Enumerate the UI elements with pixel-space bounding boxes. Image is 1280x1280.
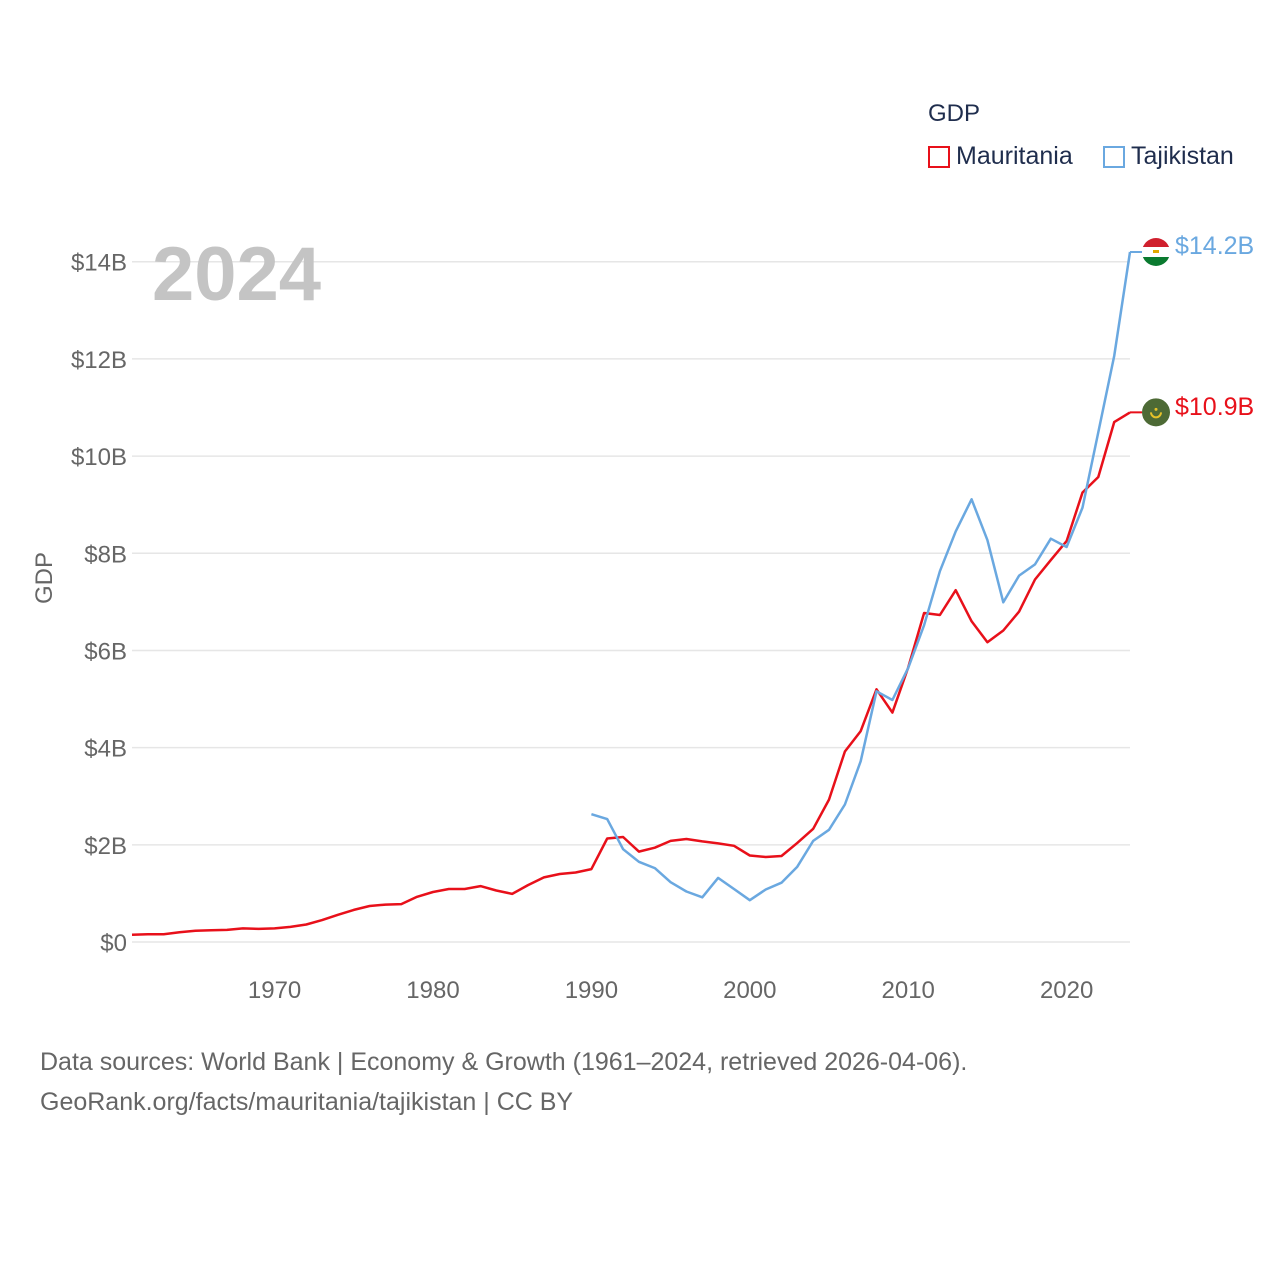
flag-tajikistan-icon (1142, 238, 1170, 266)
legend-item-mauritania[interactable]: Mauritania (928, 142, 1073, 171)
legend-swatch-tajikistan (1103, 145, 1125, 168)
legend-label-tajikistan: Tajikistan (1131, 142, 1234, 170)
footer-url[interactable]: GeoRank.org/facts/mauritania/tajikistan … (40, 1088, 574, 1116)
flag-star-icon (1154, 407, 1158, 411)
end-flags (1130, 238, 1170, 427)
y-tick-label: $8B (84, 541, 127, 568)
flag-mauritania-icon (1142, 398, 1170, 427)
legend-label-mauritania: Mauritania (956, 142, 1073, 170)
x-tick-label: 1990 (565, 977, 618, 1004)
legend-swatch-mauritania (928, 145, 950, 168)
series-line-tajikistan (591, 251, 1132, 902)
y-axis-ticks: $0 $2B $4B $6B $8B $10B $12B $14B (71, 250, 127, 957)
y-tick-label: $14B (71, 250, 127, 277)
year-overlay: 2024 (152, 232, 321, 317)
y-tick-label: $6B (84, 638, 127, 665)
y-axis-label: GDP (31, 552, 58, 604)
legend-item-tajikistan[interactable]: Tajikistan (1103, 142, 1234, 171)
footer-sources: Data sources: World Bank | Economy & Gro… (40, 1048, 968, 1076)
y-tick-label: $2B (84, 833, 127, 860)
y-tick-label: $0 (100, 930, 127, 957)
x-tick-label: 2010 (882, 977, 935, 1004)
x-tick-label: 2000 (723, 977, 776, 1004)
end-label-mauritania: $10.9B (1175, 393, 1255, 421)
legend-title: GDP (928, 100, 981, 127)
end-label-tajikistan: $14.2B (1175, 232, 1255, 260)
series-lines (131, 251, 1132, 936)
y-tick-label: $10B (71, 444, 127, 471)
gridlines (132, 260, 1130, 943)
footer: Data sources: World Bank | Economy & Gro… (40, 1042, 967, 1122)
x-tick-label: 1970 (248, 977, 301, 1004)
series-line-mauritania (131, 411, 1131, 936)
y-tick-label: $4B (84, 736, 127, 763)
flag-crescent-icon (1150, 412, 1162, 419)
x-tick-label: 2020 (1040, 977, 1093, 1004)
x-tick-label: 1980 (406, 977, 459, 1004)
y-tick-label: $12B (71, 347, 127, 374)
x-axis-ticks: 1970 1980 1990 2000 2010 2020 (248, 977, 1093, 1004)
